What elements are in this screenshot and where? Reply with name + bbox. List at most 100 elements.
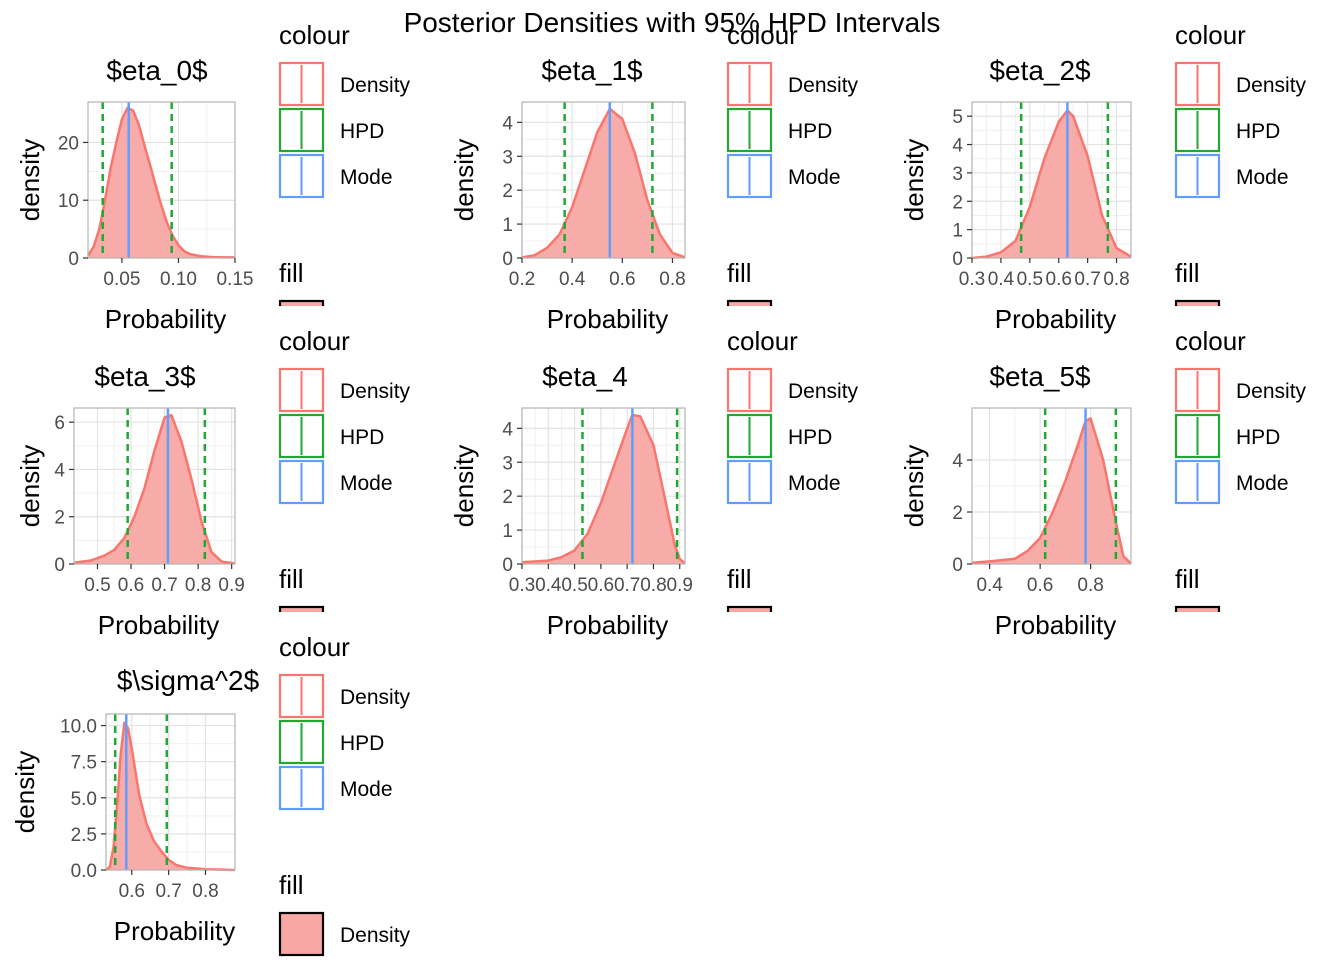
x-tick-label: 0.5 (561, 575, 587, 596)
legend-colour-item: HPD (340, 732, 384, 755)
legend-fill-title: fill (727, 258, 752, 288)
y-tick-label: 6 (54, 413, 65, 434)
y-tick-label: 2 (952, 192, 963, 213)
x-tick-label: 0.7 (614, 575, 640, 596)
panel-6: 0.4 0.6 0.8 0 2 4 Probability density $eta_5$ co… (899, 326, 1307, 649)
panel-title: $eta_0$ (106, 55, 208, 86)
legend-colour-item: HPD (788, 120, 832, 143)
y-tick-label: 0 (952, 555, 963, 576)
x-axis-label: Probability (105, 304, 226, 334)
x-tick-label: 0.9 (218, 575, 244, 596)
y-axis-label: density (10, 751, 40, 833)
y-tick-label: 3 (502, 147, 513, 168)
y-tick-label: 20 (58, 133, 79, 154)
x-tick-label: 0.8 (1103, 269, 1129, 290)
legend-colour-item: Density (340, 74, 411, 97)
legend-fill-key (1176, 607, 1219, 649)
legend-colour-item: HPD (788, 426, 832, 449)
legend-colour-title: colour (727, 326, 798, 356)
legend-fill-item: Density (340, 618, 411, 641)
y-axis-label: density (449, 445, 479, 527)
legend-colour-title: colour (279, 326, 350, 356)
x-tick-label: 0.6 (119, 881, 145, 902)
legend-fill-item: Density (788, 312, 859, 335)
x-axis-label: Probability (995, 610, 1116, 640)
x-tick-label: 0.3 (959, 269, 985, 290)
x-tick-label: 0.9 (667, 575, 693, 596)
y-tick-label: 4 (54, 460, 65, 481)
legend-fill-item: Density (1236, 312, 1307, 335)
legend-colour-title: colour (279, 20, 350, 50)
legend-fill-item: Density (1236, 618, 1307, 641)
panel-3: 0.3 0.4 0.5 0.6 0.7 0.8 0 1 2 3 4 5 Probability densi… (899, 20, 1307, 343)
legend-colour-item: Mode (340, 778, 393, 801)
x-tick-label: 0.6 (609, 269, 635, 290)
legend: colour Density HPD Mode fill Density (1175, 20, 1307, 343)
legend-fill-title: fill (1175, 564, 1200, 594)
legend-colour-item: Density (1236, 74, 1307, 97)
y-tick-label: 1 (502, 215, 513, 236)
panels: 0.05 0.10 0.1501020Probabilitydensity$eta… (10, 20, 1307, 955)
legend-colour-item: Mode (788, 472, 841, 495)
legend: colour Density HPD Mode fill Density (727, 20, 859, 343)
y-tick-label: 0 (952, 249, 963, 270)
panel-1: 0.05 0.10 0.1501020Probabilitydensity$eta… (15, 20, 411, 343)
y-tick-label: 2.5 (71, 825, 97, 846)
x-axis-label: Probability (995, 304, 1116, 334)
x-tick-label: 0.10 (160, 269, 197, 290)
legend: colour Density HPD Mode fill Density (1175, 326, 1307, 649)
x-tick-label: 0.4 (559, 269, 586, 290)
y-tick-label: 0.0 (71, 861, 97, 882)
legend-colour-item: HPD (1236, 120, 1280, 143)
legend-colour-item: Mode (1236, 166, 1289, 189)
panel-7: 0.6 0.7 0.8 0.0 2.5 5.0 7.5 10.0 Probability dens… (10, 632, 411, 955)
legend-fill-key (728, 607, 771, 649)
panel-title: $\sigma^2$ (117, 665, 260, 696)
legend-fill-key (280, 913, 323, 955)
x-tick-label: 0.8 (659, 269, 685, 290)
panel-2: 0.2 0.4 0.6 0.8 0 1 2 3 4 Probability density $eta… (449, 20, 859, 343)
x-tick-label: 0.4 (535, 575, 562, 596)
y-axis-label: density (15, 139, 45, 221)
legend-colour-item: HPD (340, 426, 384, 449)
legend: colour Density HPD Mode fill Density (727, 326, 859, 649)
y-tick-label: 5.0 (71, 789, 97, 810)
legend-colour-item: Density (340, 686, 411, 709)
legend-fill-item: Density (788, 618, 859, 641)
x-tick-label: 0.4 (988, 269, 1015, 290)
y-tick-label: 4 (502, 113, 513, 134)
panel-title: $eta_4 (542, 361, 628, 392)
x-tick-label: 0.7 (1074, 269, 1100, 290)
y-tick-label: 1 (952, 221, 963, 242)
y-tick-label: 5 (952, 107, 963, 128)
panel-5: 0.3 0.4 0.5 0.6 0.7 0.8 0.901234Probabilityden… (449, 326, 859, 649)
legend-fill-title: fill (727, 564, 752, 594)
x-tick-label: 0.4 (976, 575, 1003, 596)
y-tick-label: 10 (58, 191, 79, 212)
legend: colour Density HPD Mode fill Density (279, 20, 411, 343)
y-tick-label: 0 (54, 555, 65, 576)
x-tick-label: 0.8 (1077, 575, 1103, 596)
y-tick-label: 4 (502, 419, 513, 440)
x-tick-label: 0.8 (640, 575, 666, 596)
y-axis-label: density (899, 139, 929, 221)
y-tick-label: 7.5 (71, 753, 97, 774)
legend-colour-item: Density (1236, 380, 1307, 403)
x-axis-label: Probability (98, 610, 219, 640)
y-tick-label: 2 (54, 508, 65, 529)
x-tick-label: 0.7 (155, 881, 181, 902)
legend-colour-item: Mode (340, 166, 393, 189)
y-tick-label: 2 (952, 503, 963, 524)
legend-colour-title: colour (1175, 326, 1246, 356)
legend-fill-title: fill (279, 258, 304, 288)
panel-title: $eta_3$ (94, 361, 196, 392)
y-tick-label: 10.0 (60, 717, 97, 738)
legend-colour-item: Density (788, 74, 859, 97)
y-tick-label: 4 (952, 136, 963, 157)
panel-4: 0.5 0.6 0.7 0.8 0.9 0 2 4 6 Probability density $e… (15, 326, 411, 649)
legend-colour-item: Mode (340, 472, 393, 495)
x-tick-label: 0.6 (1027, 575, 1053, 596)
y-tick-label: 3 (952, 164, 963, 185)
legend-colour-title: colour (279, 632, 350, 662)
